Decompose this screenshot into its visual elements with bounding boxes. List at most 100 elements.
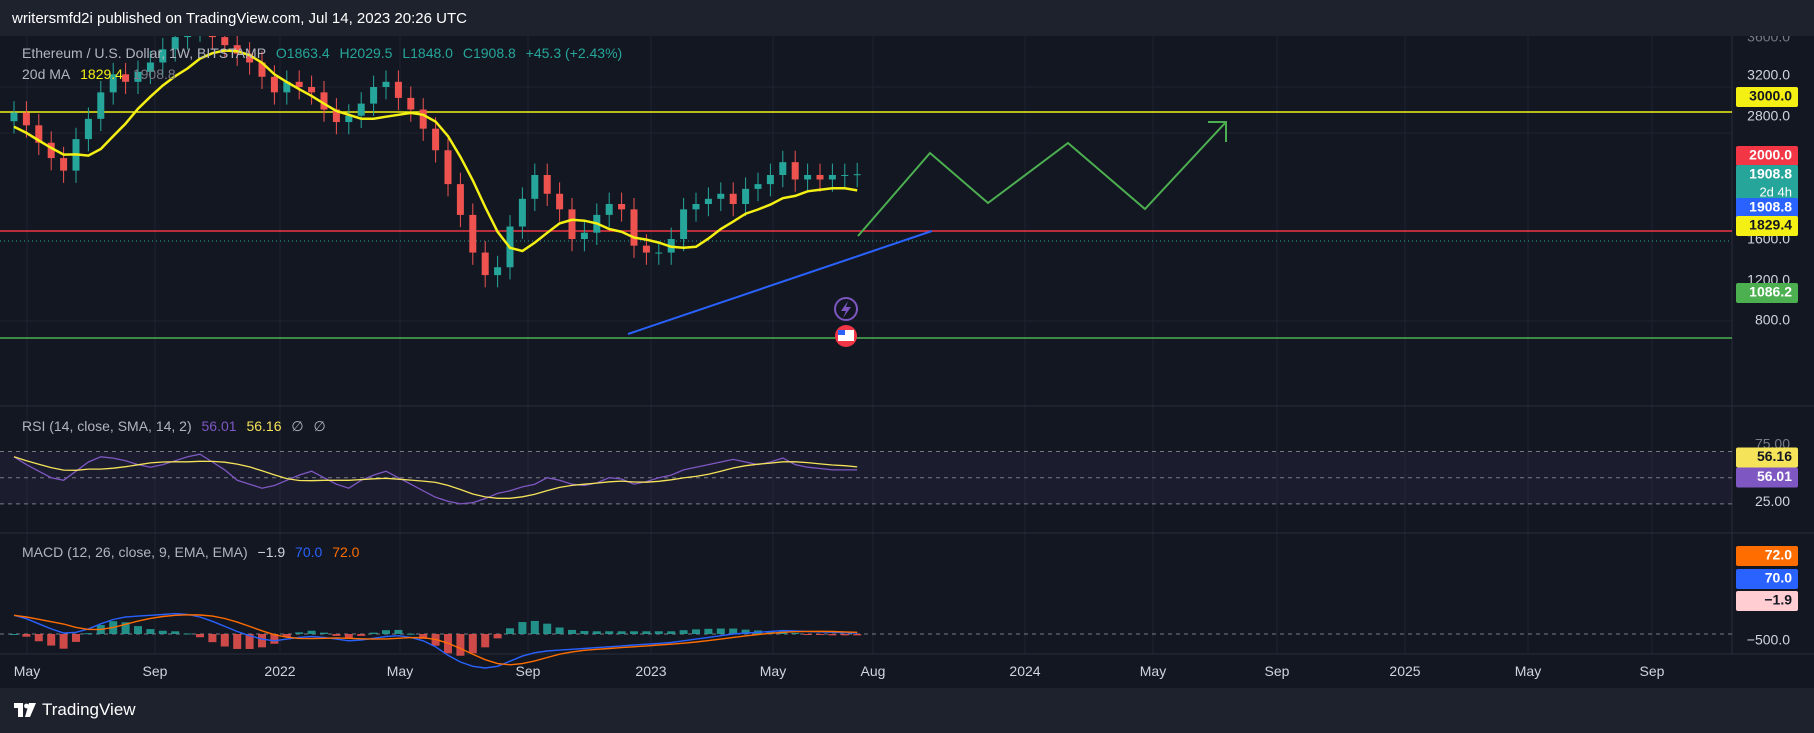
- candle-body-27: [345, 115, 353, 123]
- bottom-bar: TradingView: [0, 688, 1814, 733]
- time-tick-6: May: [760, 663, 786, 679]
- last-price-tag: 1908.8: [1749, 166, 1792, 182]
- candle-body-6: [84, 118, 92, 140]
- candle-body-9: [122, 74, 130, 82]
- macd-hist-54: [679, 630, 688, 634]
- rsi-ma-line: [13, 456, 858, 499]
- macd-panel: [0, 612, 1732, 669]
- macd-hist-47: [592, 631, 601, 634]
- candle-body-41: [518, 198, 526, 227]
- macd-hist-tag-bg: [1736, 591, 1798, 611]
- candle-body-48: [605, 204, 613, 215]
- rsi-value: 56.01: [201, 418, 237, 434]
- resistance-tag-bg: [1736, 87, 1798, 107]
- resistance-tag: 3000.0: [1749, 88, 1792, 104]
- candle-body-68: [853, 174, 861, 176]
- tradingview-logo-icon: [14, 703, 36, 717]
- macd-hist-43: [543, 623, 552, 634]
- candle-body-13: [171, 37, 179, 50]
- macd-legend: MACD (12, 26, close, 9, EMA, EMA) −1.9 7…: [22, 544, 365, 560]
- brand[interactable]: TradingView: [14, 700, 136, 720]
- macd-hist-56: [704, 628, 713, 634]
- red-level-tag: 2000.0: [1749, 147, 1792, 163]
- macd-hist-52: [654, 631, 663, 634]
- ma-value-2: 1908.8: [132, 66, 176, 82]
- publish-info: writersmfd2i published on TradingView.co…: [12, 10, 467, 27]
- macd-hist-33: [419, 634, 428, 639]
- time-tick-0: May: [14, 663, 40, 679]
- symbol-label: Ethereum / U.S. Dollar, 1W, BITSTAMP: [22, 45, 267, 61]
- candle-body-17: [221, 37, 229, 46]
- macd-hist-12: [158, 630, 167, 634]
- candle-body-22: [283, 81, 291, 93]
- candle-body-7: [97, 92, 105, 119]
- candle-body-11: [146, 62, 154, 72]
- macd-hist-51: [642, 631, 651, 634]
- macd-hist-22: [282, 634, 291, 637]
- rsi-ma-tag: 56.16: [1757, 448, 1792, 464]
- time-tick-1: Sep: [143, 663, 168, 679]
- macd-hist-23: [295, 632, 304, 634]
- candle-body-20: [258, 62, 266, 77]
- open-value: O1863.4: [275, 45, 330, 61]
- candle-body-26: [332, 109, 340, 123]
- candle-body-35: [444, 150, 452, 185]
- macd-hist-41: [518, 622, 527, 634]
- candle-body-8: [109, 74, 117, 93]
- candle-body-42: [531, 174, 539, 199]
- candle-body-58: [729, 193, 737, 204]
- macd-hist-0: [10, 634, 18, 635]
- candle-body-39: [494, 267, 502, 276]
- rsi-ma-tag-bg: [1736, 447, 1798, 468]
- macd-tag-bg: [1736, 569, 1798, 589]
- rsi-legend: RSI (14, close, SMA, 14, 2) 56.01 56.16 …: [22, 418, 332, 435]
- signal-tag: 72.0: [1765, 547, 1792, 563]
- candle-body-60: [754, 184, 762, 189]
- macd-hist-64: [803, 634, 812, 635]
- candle-body-12: [159, 49, 167, 63]
- candle-body-28: [357, 103, 365, 116]
- price-line-tag: 1908.8: [1749, 199, 1792, 215]
- macd-hist-15: [196, 634, 204, 638]
- macd-hist-46: [580, 631, 589, 634]
- signal-line: [13, 614, 858, 666]
- candle-body-54: [680, 209, 688, 240]
- time-tick-12: May: [1515, 663, 1541, 679]
- macd-hist-42: [530, 620, 539, 634]
- main-legend: Ethereum / U.S. Dollar, 1W, BITSTAMP O18…: [22, 45, 628, 61]
- macd-hist-37: [468, 634, 477, 654]
- candle-body-25: [320, 92, 328, 110]
- candle-body-49: [618, 204, 626, 210]
- chart-area[interactable]: 3600.0 800.0 1200.0 1600.0 2800.0 3200.0 3000.…: [0, 10, 1814, 688]
- chart-svg[interactable]: 3600.0800.01200.01600.02800.03200.03000.…: [0, 10, 1814, 688]
- top-bar: writersmfd2i published on TradingView.co…: [0, 0, 1814, 36]
- candle-body-24: [308, 87, 316, 93]
- rsi-label: RSI (14, close, SMA, 14, 2): [22, 418, 192, 434]
- candle-body-21: [270, 76, 278, 93]
- macd-hist-2: [34, 634, 43, 642]
- macd-hist-9: [121, 622, 130, 634]
- candle-body-51: [642, 245, 650, 253]
- candle-body-37: [469, 214, 477, 253]
- candle-body-14: [184, 29, 192, 38]
- macd-hist-29: [369, 632, 378, 634]
- macd-hist-value: −1.9: [257, 544, 286, 560]
- macd-hist-6: [84, 633, 93, 635]
- macd-hist-17: [220, 634, 229, 647]
- brand-name: TradingView: [42, 700, 136, 719]
- candle-body-65: [816, 174, 824, 180]
- change-value: +45.3 (+2.43%): [525, 45, 623, 61]
- macd-hist-13: [171, 631, 180, 634]
- grid-lines: [0, 36, 1814, 655]
- time-tick-7: Aug: [861, 663, 886, 679]
- ma-line: [13, 49, 858, 253]
- macd-tag: 70.0: [1765, 570, 1792, 586]
- candle-body-46: [580, 232, 588, 240]
- red-level-tag-bg: [1736, 146, 1798, 166]
- macd-hist-26: [332, 634, 341, 636]
- signal-tag-bg: [1736, 546, 1798, 566]
- candle-body-64: [804, 174, 812, 180]
- time-tick-8: 2024: [1009, 663, 1040, 679]
- candle-body-52: [655, 252, 663, 254]
- rsi-empty-2: ∅: [313, 418, 326, 434]
